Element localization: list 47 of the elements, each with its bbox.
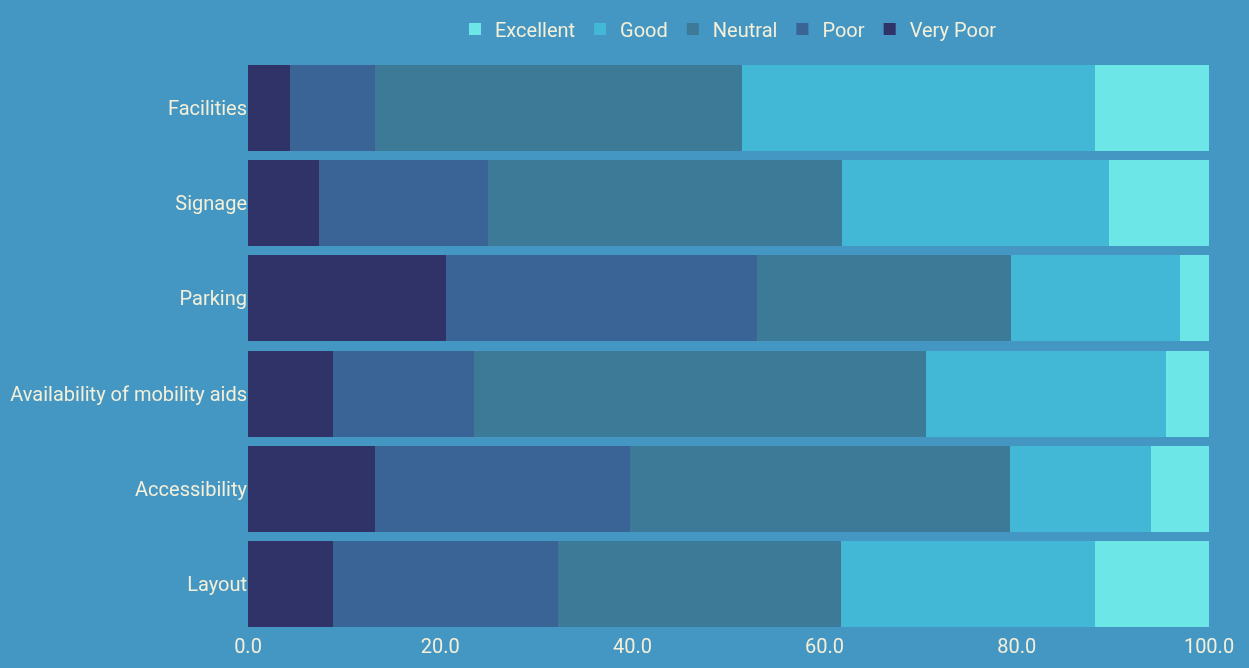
x-tick-label: 100.0 [1183, 634, 1235, 658]
bar [629, 446, 1011, 532]
bar [841, 160, 1110, 246]
bar [1180, 255, 1209, 342]
bar [290, 64, 375, 151]
x-tick-label: 20.0 [420, 634, 460, 658]
bar [248, 541, 333, 628]
bar [488, 160, 842, 246]
bar [248, 160, 320, 246]
bar [248, 64, 291, 151]
legend-label: Poor [822, 17, 865, 42]
bar [374, 64, 742, 151]
bar [558, 541, 841, 628]
x-tick-label: 40.0 [612, 634, 652, 658]
x-tick-label: 60.0 [805, 634, 845, 658]
legend-label: Good [620, 17, 668, 42]
bar [248, 255, 446, 342]
bar [757, 255, 1012, 342]
bar [925, 350, 1166, 437]
bar [741, 64, 1095, 151]
x-tick-label: 0.0 [234, 634, 262, 658]
bar [374, 446, 630, 532]
bar [248, 446, 375, 532]
legend-label: Excellent [495, 17, 576, 42]
bar [1011, 255, 1181, 342]
bar [840, 541, 1095, 628]
bar [1109, 160, 1209, 246]
legend-label: Neutral [712, 17, 778, 42]
y-tick-label: Layout [187, 572, 247, 597]
y-tick-label: Accessibility [135, 477, 248, 501]
bar [445, 255, 758, 342]
bar [248, 350, 333, 437]
bar [332, 350, 474, 437]
y-tick-label: Parking [179, 286, 247, 311]
y-tick-label: Availability of mobility aids [10, 381, 247, 406]
bar [1165, 350, 1209, 437]
bar [1094, 64, 1209, 151]
bar [1010, 446, 1152, 532]
bar [332, 541, 559, 628]
y-tick-label: Signage [175, 191, 247, 215]
bar [473, 350, 926, 437]
legend-label: Very Poor [909, 17, 997, 42]
x-tick-label: 80.0 [997, 634, 1037, 658]
bar [319, 160, 489, 246]
bar [1151, 446, 1209, 532]
bar [1094, 541, 1209, 628]
y-tick-label: Facilities [168, 95, 247, 120]
